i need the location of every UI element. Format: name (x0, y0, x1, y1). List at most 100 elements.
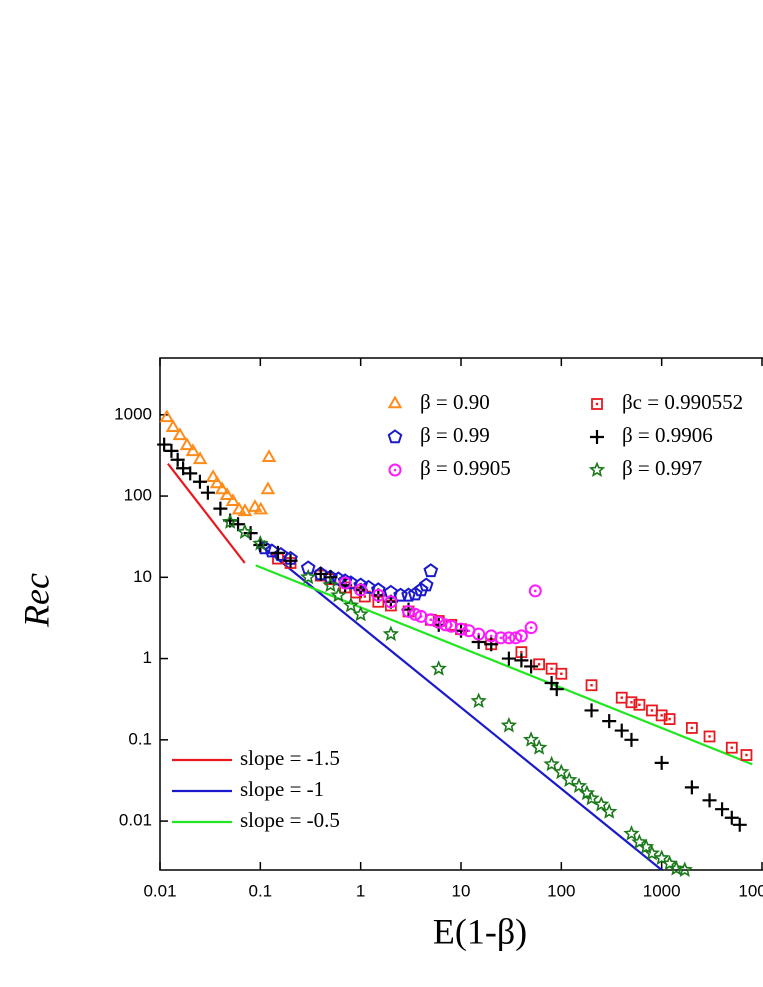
point (472, 627, 486, 641)
marker-dot (343, 581, 347, 585)
marker-dot (429, 618, 433, 622)
legend-marker (590, 430, 604, 444)
marker-ring (472, 627, 486, 641)
point (192, 451, 208, 465)
marker-dot (393, 468, 397, 472)
marker-dot (550, 667, 553, 670)
y-axis-label: Rec (16, 573, 56, 628)
point (522, 731, 540, 747)
point (237, 503, 253, 517)
marker-dot (590, 684, 593, 687)
marker-ring (371, 588, 385, 602)
marker-box (663, 713, 676, 725)
legend-label: slope = -1.5 (240, 746, 340, 770)
point (454, 622, 468, 636)
point (514, 629, 528, 643)
marker-dot (595, 402, 599, 406)
point (500, 716, 518, 733)
point (615, 691, 628, 704)
point (176, 461, 191, 476)
point (236, 523, 253, 540)
marker-dot (467, 629, 471, 633)
marker-dot (499, 636, 503, 640)
legend-label: β = 0.90 (420, 390, 490, 414)
y-tick-label: 0.1 (128, 729, 152, 748)
marker-ring (438, 618, 452, 632)
legend-label: slope = -1 (240, 777, 324, 801)
marker-dot (690, 726, 694, 730)
point (170, 452, 185, 467)
x-tick-label: 10000 (738, 881, 763, 900)
marker-box (585, 679, 598, 692)
marker-dot (560, 672, 563, 675)
fit-line (255, 564, 753, 766)
point (214, 481, 230, 495)
point (684, 780, 699, 795)
point (225, 493, 241, 506)
marker-dot (520, 650, 523, 654)
point (484, 637, 499, 652)
y-tick-label: 1000 (114, 404, 152, 423)
marker-dot (377, 594, 380, 597)
point (300, 568, 317, 585)
marker-ring (509, 631, 523, 645)
point (271, 545, 286, 560)
legend-label: slope = -0.5 (240, 808, 340, 832)
axis-frame (159, 357, 763, 871)
x-tick-label: 10 (452, 881, 471, 900)
point (300, 560, 316, 575)
marker-dot (745, 753, 748, 757)
marker-box (555, 667, 568, 680)
point (283, 553, 298, 568)
marker-dot (660, 714, 663, 717)
point (213, 501, 228, 516)
point (685, 722, 698, 734)
marker-ring (494, 631, 508, 645)
marker-dot (650, 709, 654, 712)
marker-dot (459, 627, 463, 631)
fit-line (167, 463, 246, 564)
point (514, 653, 529, 668)
point (602, 714, 617, 729)
legend-label: βc = 0.990552 (622, 390, 743, 414)
point (200, 485, 215, 500)
point (164, 443, 179, 458)
x-tick-label: 0.1 (249, 881, 273, 900)
point (159, 409, 175, 423)
point (354, 583, 368, 597)
marker-dot (730, 746, 733, 749)
point (583, 789, 600, 806)
legend-marker (591, 398, 603, 410)
marker-ring (454, 622, 468, 636)
marker-box (685, 722, 698, 734)
marker-dot (630, 701, 633, 704)
point (646, 704, 658, 717)
point (625, 696, 638, 709)
point (593, 795, 610, 812)
point (247, 499, 263, 512)
point (600, 803, 618, 819)
point (219, 487, 235, 500)
marker-dot (489, 634, 493, 638)
point (724, 810, 739, 825)
point (205, 469, 221, 482)
point (549, 682, 564, 697)
marker-dot (620, 696, 623, 699)
y-tick-label: 0.01 (119, 811, 152, 830)
x-axis-label: E(1-β) (433, 911, 527, 951)
legend-marker (388, 463, 402, 477)
marker-ring (424, 613, 438, 627)
point (252, 535, 269, 551)
point (192, 474, 207, 489)
point (423, 563, 439, 578)
fit-line (259, 544, 663, 871)
marker-dot (520, 634, 523, 638)
marker-box (655, 709, 668, 722)
point (732, 817, 747, 832)
point (533, 658, 545, 671)
point (524, 659, 539, 674)
marker-ring (432, 615, 446, 629)
marker-dot (419, 615, 423, 618)
marker-dot (537, 663, 541, 666)
point (185, 443, 201, 457)
